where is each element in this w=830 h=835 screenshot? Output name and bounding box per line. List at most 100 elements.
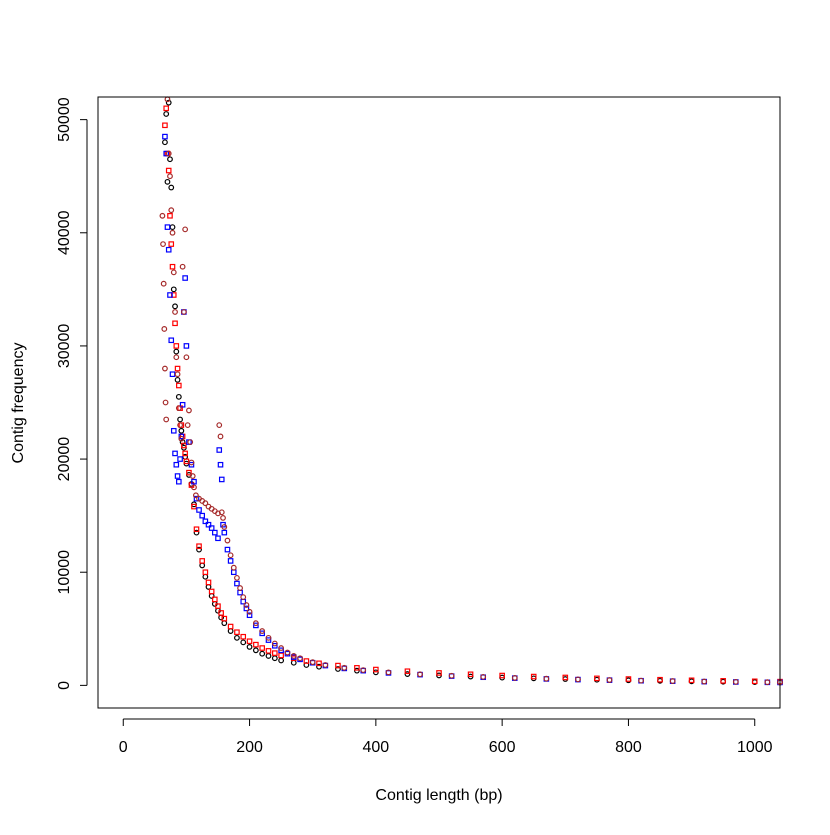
x-tick-label: 600 bbox=[489, 739, 516, 756]
data-point bbox=[165, 246, 172, 253]
data-point bbox=[170, 427, 177, 434]
data-point bbox=[341, 664, 348, 671]
data-point bbox=[179, 401, 186, 408]
data-point bbox=[625, 676, 632, 682]
data-point bbox=[170, 269, 177, 276]
data-point bbox=[272, 642, 278, 649]
data-point bbox=[199, 558, 205, 564]
data-point bbox=[164, 224, 171, 230]
data-point bbox=[179, 439, 186, 446]
data-point bbox=[178, 433, 185, 440]
data-point bbox=[182, 226, 189, 233]
data-point bbox=[208, 588, 215, 595]
data-point bbox=[259, 630, 265, 637]
data-point bbox=[436, 670, 442, 676]
data-point bbox=[193, 495, 200, 502]
data-point bbox=[199, 512, 205, 519]
data-point bbox=[182, 275, 188, 281]
y-axis-label: Contig frequency bbox=[10, 343, 27, 464]
data-point bbox=[373, 666, 379, 673]
data-point bbox=[467, 671, 474, 678]
data-point bbox=[252, 620, 259, 627]
data-point bbox=[606, 677, 613, 683]
data-point bbox=[316, 660, 322, 667]
data-point bbox=[167, 213, 173, 219]
data-point bbox=[174, 365, 181, 372]
data-point bbox=[167, 292, 173, 298]
data-point bbox=[303, 658, 310, 664]
data-point bbox=[164, 178, 171, 185]
data-point bbox=[172, 450, 178, 457]
data-point bbox=[417, 671, 423, 678]
y-tick-label: 0 bbox=[56, 681, 73, 690]
x-axis: 0 200 400 600 800 1000 bbox=[119, 718, 773, 756]
data-point bbox=[177, 456, 183, 462]
y-tick-label: 20000 bbox=[56, 437, 73, 482]
data-point bbox=[221, 524, 228, 530]
data-point bbox=[196, 543, 202, 549]
data-point bbox=[170, 292, 177, 298]
data-point bbox=[240, 633, 247, 640]
data-point bbox=[215, 535, 221, 542]
data-point bbox=[322, 662, 329, 668]
y-tick-label: 30000 bbox=[56, 324, 73, 369]
data-point bbox=[224, 537, 231, 544]
data-point bbox=[163, 105, 170, 112]
data-point bbox=[161, 326, 168, 332]
data-point bbox=[252, 647, 259, 654]
data-point bbox=[278, 652, 284, 659]
data-point bbox=[178, 435, 185, 442]
data-point bbox=[230, 564, 237, 571]
data-point bbox=[246, 644, 253, 650]
data-point bbox=[253, 622, 259, 629]
x-tick-label: 200 bbox=[236, 739, 263, 756]
data-point bbox=[170, 286, 177, 293]
data-point bbox=[272, 650, 278, 656]
data-point bbox=[234, 574, 240, 581]
data-point bbox=[224, 546, 231, 553]
data-point bbox=[196, 546, 202, 553]
data-point bbox=[163, 150, 170, 157]
data-point bbox=[221, 529, 228, 536]
data-point bbox=[253, 641, 259, 648]
data-point bbox=[169, 263, 176, 270]
data-point bbox=[168, 207, 175, 214]
data-point bbox=[188, 461, 195, 468]
data-point bbox=[751, 678, 758, 685]
data-point bbox=[217, 461, 224, 468]
data-point bbox=[168, 337, 175, 344]
data-point bbox=[165, 150, 172, 157]
data-point bbox=[208, 525, 215, 531]
data-point bbox=[243, 602, 250, 608]
data-point bbox=[160, 280, 167, 287]
points-layer bbox=[159, 96, 783, 686]
data-point bbox=[216, 422, 223, 429]
data-point bbox=[159, 212, 166, 219]
data-point bbox=[234, 629, 240, 635]
data-point bbox=[385, 669, 392, 676]
data-point bbox=[217, 433, 224, 440]
data-point bbox=[174, 371, 181, 378]
y-tick-label: 40000 bbox=[56, 210, 73, 255]
data-point bbox=[499, 672, 505, 679]
data-point bbox=[163, 111, 170, 117]
data-point bbox=[227, 558, 234, 564]
data-point bbox=[701, 678, 708, 685]
data-point bbox=[243, 605, 250, 612]
data-point bbox=[246, 638, 253, 645]
data-point bbox=[227, 552, 234, 559]
data-point bbox=[165, 99, 172, 106]
data-point bbox=[265, 648, 272, 654]
data-point bbox=[218, 610, 224, 616]
data-point bbox=[316, 663, 322, 670]
data-point bbox=[172, 320, 178, 327]
data-point bbox=[246, 608, 253, 615]
data-point bbox=[372, 669, 379, 676]
data-point bbox=[183, 458, 190, 465]
data-point bbox=[183, 354, 190, 361]
x-tick-label: 800 bbox=[615, 739, 642, 756]
data-point bbox=[216, 447, 223, 453]
data-point bbox=[354, 665, 360, 671]
data-point bbox=[172, 309, 178, 315]
data-point bbox=[234, 634, 240, 641]
